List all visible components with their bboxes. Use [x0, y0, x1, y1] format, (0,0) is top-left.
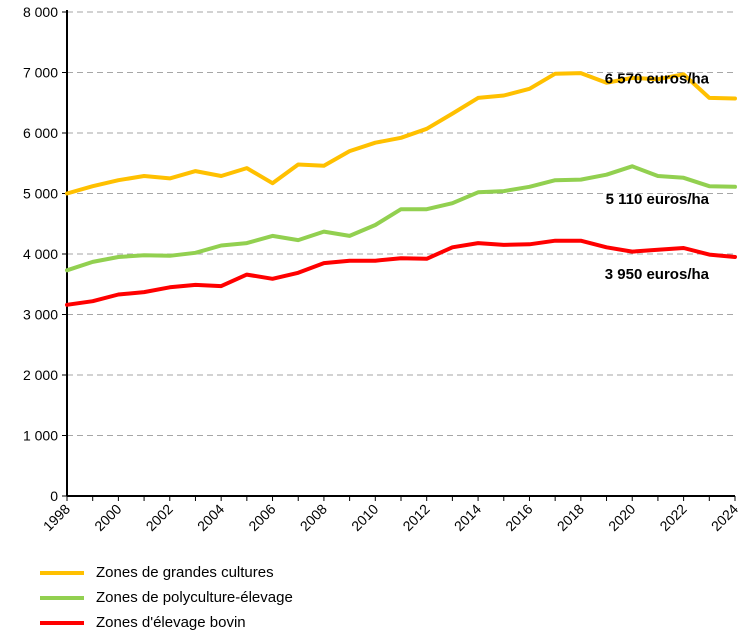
x-tick-label: 2000: [91, 501, 124, 534]
series-line: [65, 164, 737, 273]
legend-label: Zones de polyculture-élevage: [96, 589, 293, 606]
legend-item: Zones de grandes cultures: [40, 560, 293, 585]
y-tick-label: 3 000: [23, 307, 58, 323]
line-chart: 0 1 000 2 000 3 000 4 000 5 000 6 000 7 000 8 00…: [23, 4, 741, 534]
x-tick-label: 2018: [554, 501, 587, 534]
y-tick-label: 5 000: [23, 186, 58, 202]
series-line: [65, 71, 737, 196]
y-tick-label: 2 000: [23, 367, 58, 383]
x-tick-label: 2024: [708, 501, 741, 534]
series-end-label: 6 570 euros/ha: [605, 71, 710, 88]
series-end-label: 3 950 euros/ha: [605, 266, 710, 283]
legend-label: Zones de grandes cultures: [96, 564, 274, 581]
x-tick-label: 2002: [143, 501, 176, 534]
y-tick-label: 0: [50, 488, 58, 504]
x-tick-label: 2020: [605, 501, 638, 534]
x-tick-label: 2010: [348, 501, 381, 534]
y-tick-label: 6 000: [23, 125, 58, 141]
legend-item: Zones de polyculture-élevage: [40, 585, 293, 610]
x-tick-label: 2012: [399, 501, 432, 534]
x-tick-label: 1998: [40, 501, 73, 534]
series-lines: [65, 71, 737, 307]
x-tick-label: 2008: [297, 501, 330, 534]
legend-swatch: [40, 620, 84, 625]
legend-item: Zones d'élevage bovin: [40, 610, 293, 635]
legend-label: Zones d'élevage bovin: [96, 614, 246, 631]
x-tick-label: 2006: [245, 501, 278, 534]
legend-swatch: [40, 570, 84, 575]
y-tick-label: 4 000: [23, 246, 58, 262]
legend: Zones de grandes cultures Zones de polycu…: [40, 560, 293, 635]
y-tick-label: 7 000: [23, 65, 58, 81]
y-tick-label: 8 000: [23, 4, 58, 20]
x-tick-label: 2022: [656, 501, 689, 534]
x-tick-label: 2016: [502, 501, 535, 534]
series-end-label: 5 110 euros/ha: [606, 191, 710, 208]
x-tick-label: 2014: [451, 501, 484, 534]
end-labels: 6 570 euros/ha 5 110 euros/ha 3 950 euros/…: [605, 71, 710, 284]
y-tick-label: 1 000: [23, 428, 58, 444]
x-tick-label: 2004: [194, 501, 227, 534]
series-line: [65, 238, 737, 307]
legend-swatch: [40, 595, 84, 600]
